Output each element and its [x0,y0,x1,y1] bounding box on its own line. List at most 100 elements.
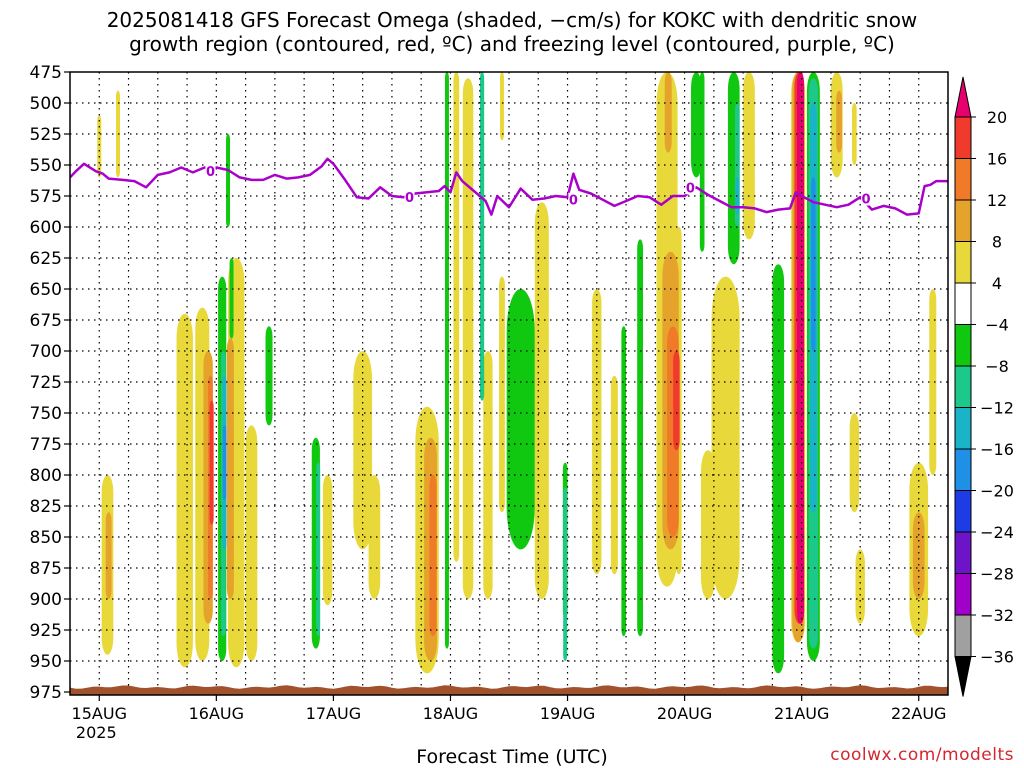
ground-layer [70,685,948,695]
omega-cell-23 [743,72,755,240]
colorbar-label-0: 20 [987,108,1007,127]
omega-cell-11 [453,72,460,562]
x-tick-label-17AUG: 17AUG [306,704,361,723]
freezing-label-bg-3 [685,180,696,195]
omega-cell-39 [912,512,925,599]
freezing-label-bg-1 [404,190,415,205]
omega-cell-2 [115,90,120,178]
x-tick-label-16AUG: 16AUG [189,704,244,723]
omega-cell-7 [322,475,333,606]
y-tick-label-750: 750 [30,404,62,424]
omega-cell-61 [772,264,785,674]
colorbar-label-13: −36 [980,648,1014,667]
y-tick-label-550: 550 [30,156,62,176]
omega-cell-22 [700,450,716,599]
freezing-level-contour: 0 0 0 0 0 [70,157,948,216]
y-tick-label-850: 850 [30,528,62,548]
omega-cell-1 [97,115,102,178]
omega-cell-72 [222,425,227,500]
y-tick-label-650: 650 [30,280,62,300]
colorbar-box-12 [954,614,972,657]
colorbar-label-10: −24 [980,523,1014,542]
y-tick-label-725: 725 [30,373,62,393]
omega-cell-44 [673,351,680,451]
y-tick-label-950: 950 [30,652,62,672]
colorbar-box-2 [954,199,972,242]
colorbar-label-5: −4 [985,316,1009,335]
y-tick-label-825: 825 [30,497,62,517]
freezing-level-line [70,157,948,216]
freezing-level-label-2: 0 [569,194,578,209]
x-tick-label-19AUG: 19AUG [540,704,595,723]
omega-cell-49 [229,258,234,339]
colorbar-box-5 [954,324,972,367]
omega-cell-46 [796,72,805,624]
y-tick-label-900: 900 [30,590,62,610]
omega-cell-26 [852,103,857,165]
freezing-label-bg-4 [861,191,872,206]
omega-cell-43 [209,400,214,525]
y-tick-label-500: 500 [30,94,62,114]
omega-cell-17 [592,289,602,575]
omega-cell-16 [534,202,549,599]
colorbar-label-6: −8 [985,357,1009,376]
omega-cell-56 [621,326,627,637]
title-line-2: growth region (contoured, red, ºC) and f… [129,32,895,56]
grid-lines [70,72,948,695]
colorbar-box-3 [954,241,972,284]
colorbar-box-6 [954,365,972,408]
omega-chart: 0 0 0 0 0 475 500 525 550 575 600 625 650 675 700 725 7… [30,63,1014,740]
omega-cell-33 [226,338,234,599]
omega-cell-65 [479,72,485,401]
y-axis: 475 500 525 550 575 600 625 650 675 700 725 750 775 8… [30,63,70,703]
freezing-level-label-3: 0 [686,181,695,196]
credit-text: coolwx.com/modelts [830,745,1014,765]
title-line-1: 2025081418 GFS Forecast Omega (shaded, −… [106,8,918,32]
y-tick-label-975: 975 [30,683,62,703]
y-tick-label-925: 925 [30,621,62,641]
ground-fill [70,685,948,695]
colorbar: 20 16 12 8 4 −4 −8 −12 −16 −20 −24 −28 −32 −36 [954,76,1014,697]
omega-shading [97,72,937,674]
omega-cell-14 [499,72,504,141]
omega-cell-38 [836,90,843,153]
x-tick-label-22AUG: 22AUG [891,704,946,723]
colorbar-box-9 [954,490,972,533]
colorbar-label-2: 12 [987,191,1007,210]
colorbar-label-12: −32 [980,606,1014,625]
chart-title: 2025081418 GFS Forecast Omega (shaded, −… [0,8,1024,56]
x-tick-label-15AUG: 15AUG [72,704,127,723]
omega-cell-31 [105,512,112,599]
omega-cell-15 [499,276,505,513]
omega-cell-50 [265,326,273,426]
omega-cell-41 [429,475,437,637]
colorbar-label-7: −12 [980,399,1014,418]
colorbar-box-7 [954,407,972,450]
colorbar-box-8 [954,448,972,491]
colorbar-top-arrow [954,76,972,118]
omega-cell-21 [711,276,740,599]
omega-cell-27 [849,413,860,513]
colorbar-bottom-arrow [954,656,972,697]
y-tick-label-600: 600 [30,218,62,238]
freezing-level-label-1: 0 [405,191,414,206]
omega-cell-12 [462,78,474,599]
freezing-level-label-4: 0 [862,192,871,207]
colorbar-label-9: −20 [980,482,1014,501]
x-tick-label-18AUG: 18AUG [423,704,478,723]
omega-cell-64 [316,462,321,637]
omega-cell-30 [929,289,937,475]
x-tick-sublabel-15AUG: 2025 [76,723,117,740]
colorbar-box-4 [954,282,972,325]
x-tick-label-21AUG: 21AUG [774,704,829,723]
colorbar-label-3: 8 [992,233,1002,252]
omega-cell-52 [444,72,449,649]
y-tick-label-525: 525 [30,125,62,145]
omega-cell-59 [699,72,705,252]
omega-cell-54 [511,351,526,525]
y-tick-label-625: 625 [30,249,62,269]
colorbar-label-4: 4 [992,274,1002,293]
x-axis-label: Forecast Time (UTC) [416,746,608,768]
omega-cell-18 [610,375,618,575]
